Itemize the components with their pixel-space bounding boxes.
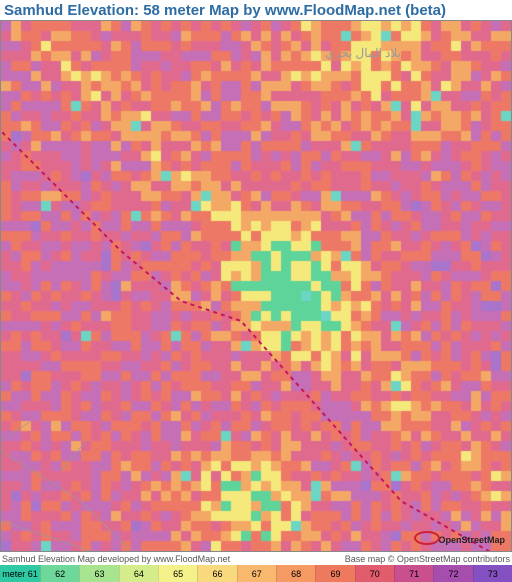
credit-left: Samhud Elevation Map developed by www.Fl… [2, 554, 230, 564]
legend-swatch: 63 [79, 565, 118, 582]
legend-swatch: 72 [433, 565, 472, 582]
legend-swatch: 62 [40, 565, 79, 582]
page-title: Samhud Elevation: 58 meter Map by www.Fl… [4, 2, 446, 19]
legend-swatch: 65 [158, 565, 197, 582]
legend-swatch: 68 [276, 565, 315, 582]
place-label-arabic: بلاد المال بحري [325, 46, 401, 60]
legend-swatch: 70 [355, 565, 394, 582]
openstreetmap-logo: OpenStreetMap [414, 529, 505, 545]
credit-right: Base map © OpenStreetMap contributors [345, 554, 510, 564]
legend-unit-label: meter 61 [0, 565, 40, 582]
legend-swatch: 71 [394, 565, 433, 582]
legend-swatch: 73 [473, 565, 512, 582]
magnifier-icon [414, 531, 440, 545]
legend-swatch: 64 [119, 565, 158, 582]
legend-swatch: 69 [315, 565, 354, 582]
legend-swatch: 67 [237, 565, 276, 582]
legend-swatch: 66 [197, 565, 236, 582]
elevation-map: بلاد المال بحري OpenStreetMap [0, 20, 512, 552]
elevation-legend: meter 61626364656667686970717273 [0, 565, 512, 582]
heatmap-canvas [1, 21, 511, 551]
